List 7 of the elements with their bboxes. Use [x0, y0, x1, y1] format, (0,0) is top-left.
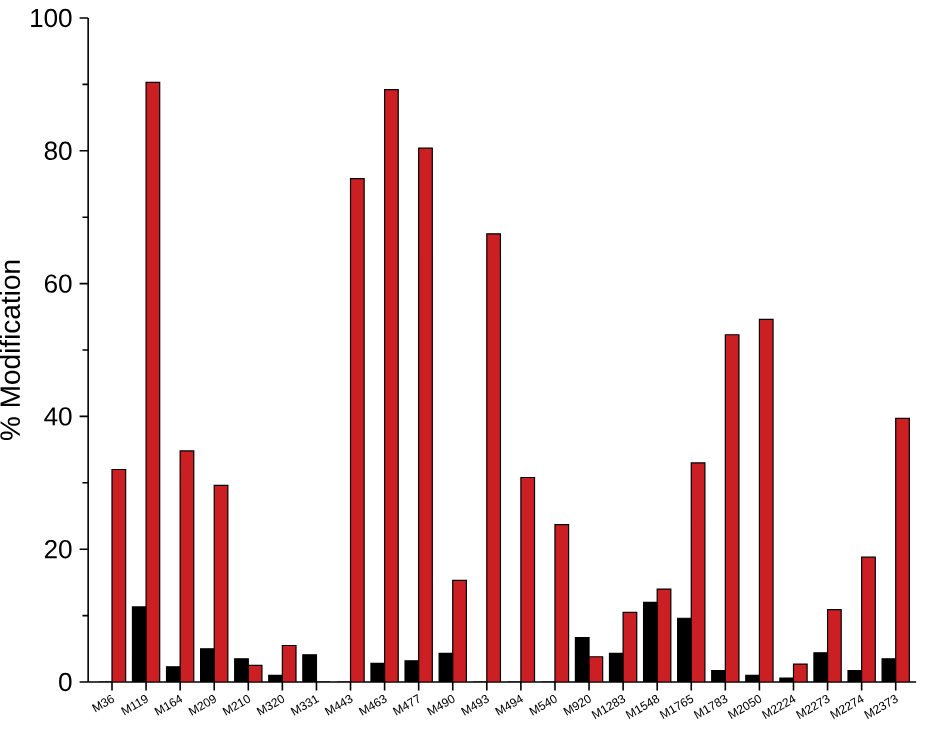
- y-axis-title: % Modification: [0, 260, 21, 441]
- y-tick-label: 0: [59, 672, 72, 692]
- y-tick-label: 100: [31, 8, 72, 28]
- y-tick-label: 40: [44, 407, 72, 426]
- y-tick-label: 80: [44, 141, 72, 160]
- y-tick-label: 20: [44, 539, 72, 559]
- y-tick-label: 60: [44, 274, 72, 293]
